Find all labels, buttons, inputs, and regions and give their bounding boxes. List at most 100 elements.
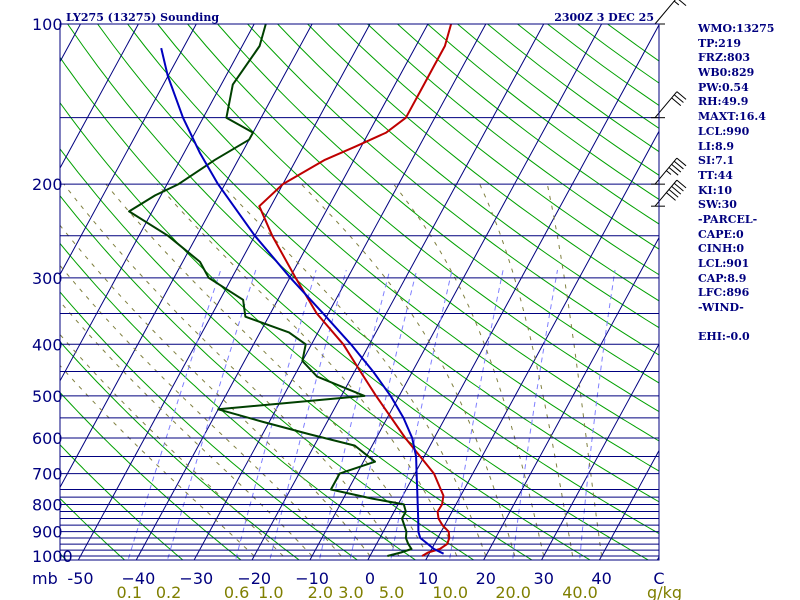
index-row: RH:49.9 (698, 95, 749, 109)
isotherm (251, 24, 545, 560)
dry-adiabat (60, 497, 126, 560)
isotherm (193, 24, 487, 560)
moist-adiabat (156, 183, 458, 557)
mixing-ratio-line (166, 269, 257, 560)
barb-shaft (654, 0, 676, 25)
dewpoint-trace (128, 24, 413, 557)
moist-adiabat (60, 224, 371, 557)
index-row: WMO:13275 (698, 22, 775, 35)
temperature-tick-label: −10 (295, 569, 329, 588)
barb-flag (673, 182, 684, 192)
dry-adiabat (60, 291, 359, 560)
isotherm (598, 449, 659, 560)
indices-panel: WMO:13275 TP:219 FRZ:803 WB0:829 PW:0.54 RH:4… (698, 22, 798, 345)
plot-frame (59, 23, 660, 561)
mixing-ratio-tick-label: 2.0 (308, 583, 333, 600)
temperature-tick-label: −30 (179, 569, 213, 588)
isotherm (483, 236, 659, 560)
temperature-tick-label: 20 (476, 569, 496, 588)
barb-flag (671, 97, 682, 106)
pressure-tick-label: 600 (32, 429, 63, 448)
temperature-tick-label: 40 (591, 569, 611, 588)
index-row: WB0:829 (698, 66, 755, 80)
moist-adiabat (220, 183, 487, 557)
barb-flag (668, 167, 679, 176)
dry-adiabat (60, 194, 475, 560)
isotherm (60, 24, 197, 276)
barb-flag (676, 179, 687, 189)
barb-flag (668, 189, 679, 198)
temperature-tick-label: −40 (122, 569, 156, 588)
dry-adiabat (60, 444, 184, 560)
pressure-tick-label: 800 (32, 495, 63, 514)
barb-half-flag (673, 0, 680, 6)
index-row: LCL:990 (698, 124, 750, 138)
barb-half-flag (666, 170, 672, 175)
index-row: TP:219 (698, 36, 742, 50)
index-row: KI:10 (698, 183, 733, 197)
dry-adiabat (337, 24, 659, 276)
pressure-tick-label: 700 (32, 465, 63, 484)
dry-adiabat (67, 24, 659, 535)
index-row (698, 316, 798, 331)
barb-flag (671, 163, 682, 173)
moist-adiabat (546, 183, 603, 557)
barb-flag (673, 160, 684, 170)
index-row: -WIND- (698, 301, 744, 315)
isotherm (135, 24, 429, 560)
dry-adiabat (277, 24, 659, 329)
barb-flag (673, 94, 684, 103)
grid-layer (60, 24, 659, 560)
index-row: CINH:0 (698, 242, 745, 256)
index-row: EHI:-0.0 (698, 330, 750, 344)
isotherm (425, 130, 659, 560)
wind-barb (654, 157, 687, 185)
temperature-tick-label: -50 (67, 569, 93, 588)
dry-adiabat (97, 24, 659, 503)
isotherm (540, 343, 659, 560)
index-row: MAXT:16.4 (698, 110, 766, 124)
dry-adiabat (60, 340, 300, 560)
dry-adiabat (60, 148, 533, 560)
dry-adiabat (127, 24, 659, 472)
index-row: LI:8.9 (698, 139, 735, 153)
pressure-tick-label: 1000 (32, 547, 73, 566)
sounding-profiles (128, 24, 453, 557)
isotherm (309, 24, 603, 560)
temperature-unit-label: C (653, 569, 664, 588)
mixing-ratio-tick-label: 0.2 (156, 583, 181, 600)
pressure-tick-label: 300 (32, 269, 63, 288)
isotherm (60, 24, 313, 489)
dry-adiabat (307, 24, 659, 302)
dry-adiabat (367, 24, 659, 250)
dry-adiabat (60, 391, 242, 560)
barb-flag (678, 0, 687, 7)
dry-adiabat (157, 24, 659, 442)
pressure-tick-label: 500 (32, 387, 63, 406)
index-row: FRZ:803 (698, 51, 751, 65)
mixing-ratio-line (390, 269, 453, 560)
pressure-tick-label: 100 (32, 15, 63, 34)
mixing-ratio-tick-label: 0.1 (117, 583, 142, 600)
index-row: SI:7.1 (698, 154, 735, 168)
valid-time: 2300Z 3 DEC 25 (554, 11, 654, 24)
mixing-ratio-line (512, 269, 558, 560)
index-row: LCL:901 (698, 257, 750, 270)
dry-adiabat (247, 24, 659, 356)
moist-adiabat (479, 183, 574, 557)
temperature-tick-label: −20 (237, 569, 271, 588)
temperature-tick-label: 30 (534, 569, 554, 588)
mixing-ratio-tick-label: 40.0 (562, 583, 598, 600)
dry-adiabat (187, 24, 659, 413)
index-row: CAPE:0 (698, 227, 744, 241)
pressure-tick-label: 200 (32, 175, 63, 194)
pressure-tick-label: 400 (32, 335, 63, 354)
mixing-ratio-line (349, 269, 418, 560)
dry-adiabat (60, 242, 417, 560)
wind-barb (654, 91, 687, 119)
barb-flag (676, 157, 687, 167)
isotherm (367, 24, 659, 560)
mixing-ratio-tick-label: 20.0 (495, 583, 531, 600)
isotherm (60, 24, 139, 170)
